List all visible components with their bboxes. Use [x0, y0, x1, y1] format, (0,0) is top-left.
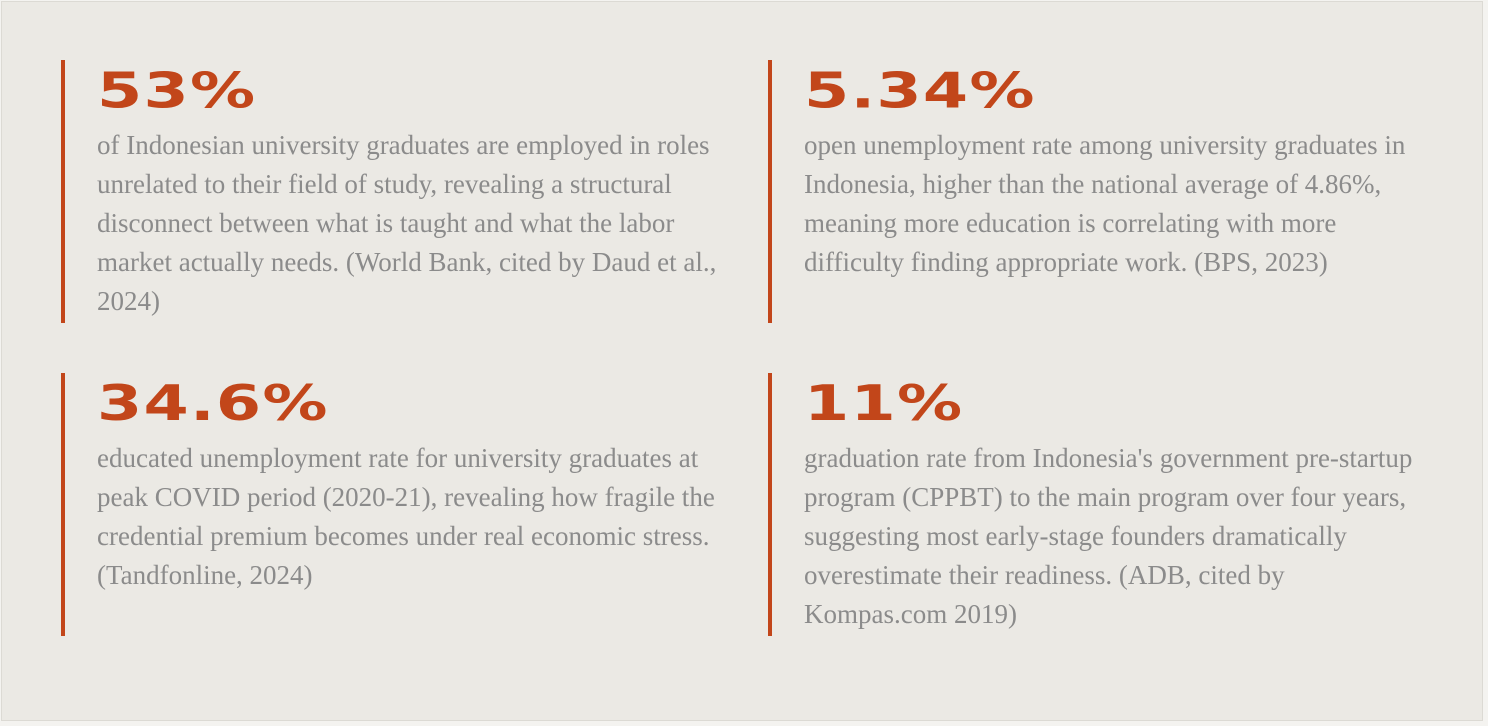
stat-text: open unemployment rate among university …	[804, 130, 1406, 277]
stat-figure: 5.34%	[804, 62, 1036, 120]
stat-figure: 11%	[804, 375, 964, 433]
stat-card: 11% graduation rate from Indonesia's gov…	[768, 373, 1475, 636]
stats-grid: 53% of Indonesian university graduates a…	[61, 60, 1475, 636]
stat-card: 5.34% open unemployment rate among unive…	[768, 60, 1475, 323]
stat-figure: 53%	[97, 62, 257, 120]
stat-figure: 34.6%	[97, 375, 329, 433]
stat-text: graduation rate from Indonesia's governm…	[804, 443, 1413, 629]
stat-text: educated unemployment rate for universit…	[97, 443, 715, 590]
stat-text: of Indonesian university graduates are e…	[97, 130, 717, 316]
stat-card: 34.6% educated unemployment rate for uni…	[61, 373, 768, 636]
stat-card: 53% of Indonesian university graduates a…	[61, 60, 768, 323]
